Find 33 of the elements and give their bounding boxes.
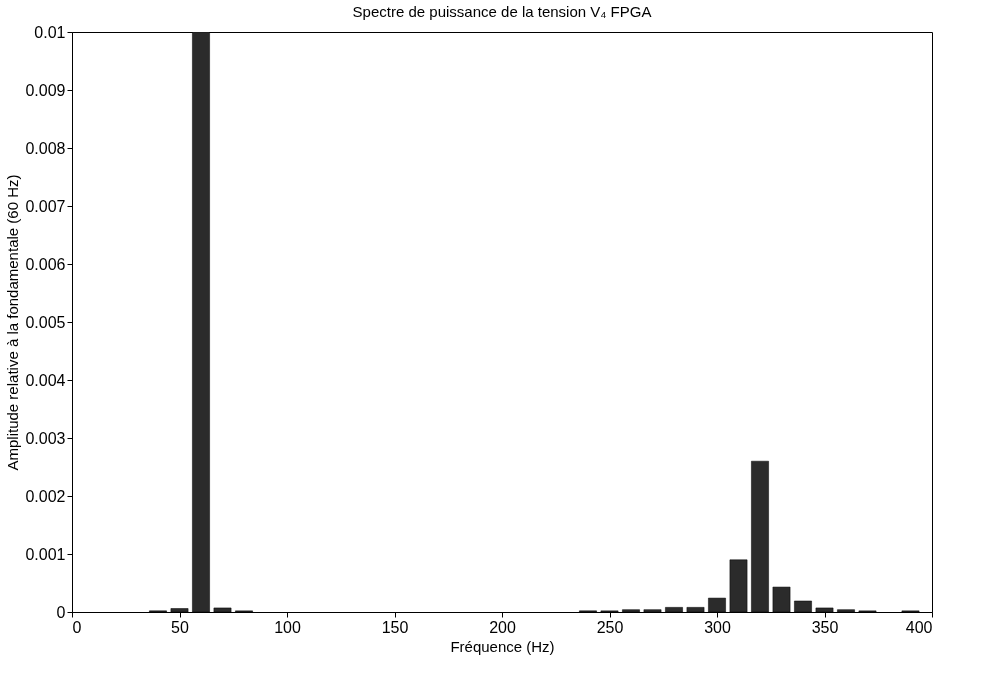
y-tick-label: 0.003: [25, 429, 66, 447]
x-axis-title: Fréquence (Hz): [450, 637, 555, 655]
bar: [837, 609, 855, 612]
bar: [213, 607, 232, 612]
x-tick-label: 200: [489, 618, 516, 636]
bar: [665, 607, 683, 612]
bar: [729, 559, 748, 612]
x-tick-label: 350: [811, 618, 839, 636]
y-tick-label: 0.007: [25, 197, 66, 215]
x-tick-label: 150: [381, 618, 409, 636]
y-tick-label: 0.004: [25, 371, 66, 389]
y-tick-label: 0.009: [25, 81, 66, 99]
y-tick-label: 0.008: [25, 139, 66, 157]
y-tick-label: 0.001: [25, 545, 66, 563]
y-tick-label: 0.006: [25, 255, 66, 273]
y-tick-label: 0.01: [34, 23, 66, 41]
y-tick-label: 0.005: [25, 313, 66, 331]
x-tick-label: 250: [596, 618, 624, 636]
bar: [643, 609, 662, 612]
x-tick-label: 50: [171, 618, 189, 636]
bar: [794, 600, 812, 612]
y-tick-label: 0: [56, 603, 66, 621]
bar: [686, 607, 705, 612]
chart-title: Spectre de puissance de la tension V₄ FPGA: [352, 3, 652, 20]
x-tick-label: 0: [72, 618, 82, 636]
y-tick-label: 0.002: [25, 487, 66, 505]
x-tick-label: 400: [905, 618, 933, 636]
bar: [751, 460, 769, 612]
bar: [622, 609, 640, 612]
bar: [772, 586, 791, 612]
y-axis-title: Amplitude relative à la fondamentale (60 Hz): [4, 174, 22, 471]
x-tick-label: 100: [274, 618, 301, 636]
x-tick-label: 300: [704, 618, 731, 636]
